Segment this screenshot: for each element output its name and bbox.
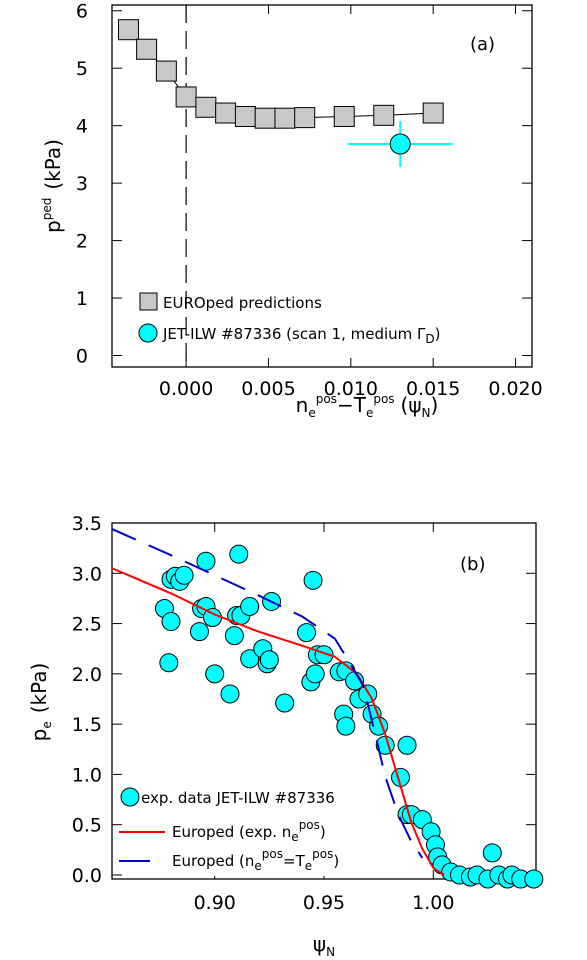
- legend-circle-marker-b: [120, 787, 140, 807]
- legend-b-3: Europed (nepos=Tepos): [172, 847, 339, 873]
- exp-data-point: [205, 664, 225, 684]
- panel-a-marks: [117, 19, 453, 168]
- panel-b-x-title: ψN: [313, 932, 335, 959]
- exp-data-point: [303, 570, 323, 590]
- prediction-marker: [333, 105, 355, 127]
- y-tick-label: 5: [76, 58, 88, 80]
- panel-a-legend: EUROped predictions JET-ILW #87336 (scan…: [138, 292, 441, 346]
- prediction-marker: [175, 86, 197, 108]
- prediction-marker: [234, 105, 256, 127]
- x-tick-label: 0.000: [159, 378, 213, 400]
- y-tick-label: 3.0: [72, 563, 102, 585]
- panel-b-y-ticks: 0.0 0.5 1.0 1.5 2.0 2.5 3.0 3.5: [72, 513, 536, 887]
- y-tick-label: 4: [76, 116, 88, 138]
- prediction-marker: [155, 60, 177, 82]
- y-tick-label: 2.0: [72, 664, 102, 686]
- panel-a-x-ticks: 0.000 0.005 0.010 0.015 0.020: [159, 5, 543, 400]
- exp-data-point: [220, 684, 240, 704]
- panel-b-legend: exp. data JET-ILW #87336 Europed (exp. n…: [119, 787, 350, 876]
- y-tick-label: 2.5: [72, 614, 102, 636]
- y-tick-label: 1: [76, 288, 88, 310]
- panel-a-y-title: pped(kPa): [40, 139, 65, 233]
- prediction-marker: [274, 107, 296, 129]
- exp-data-point: [305, 664, 325, 684]
- exp-data-point: [397, 735, 417, 755]
- prediction-marker: [117, 19, 139, 41]
- legend-b-1: exp. data JET-ILW #87336: [141, 789, 335, 807]
- y-tick-label: 0: [76, 346, 88, 368]
- legend-circle-marker-a: [138, 323, 158, 343]
- legend-a-1: EUROped predictions: [163, 294, 322, 312]
- panel-a-frame: [111, 4, 533, 368]
- y-tick-label: 0.5: [72, 815, 102, 837]
- experiment-marker: [389, 133, 411, 155]
- panel-a-label: (a): [470, 34, 495, 55]
- y-tick-label: 2: [76, 231, 88, 253]
- exp-data-point: [224, 626, 244, 646]
- exp-data-point: [189, 622, 209, 642]
- legend-b-background: [122, 792, 350, 876]
- x-tick-label: 0.020: [488, 378, 542, 400]
- prediction-marker: [422, 102, 444, 124]
- exp-data-point: [259, 650, 279, 670]
- y-tick-label: 6: [76, 1, 88, 23]
- prediction-marker: [215, 102, 237, 124]
- legend-b-2: Europed (exp. nepos): [172, 818, 326, 844]
- x-tick-label: 0.005: [241, 378, 295, 400]
- panel-b-label: (b): [460, 554, 485, 575]
- exp-data-point: [314, 645, 334, 665]
- x-tick-label: 0.90: [194, 892, 236, 914]
- y-tick-label: 1.5: [72, 714, 102, 736]
- exp-data-point: [524, 869, 544, 889]
- exp-data-point: [275, 693, 295, 713]
- legend-a-2: JET-ILW #87336 (scan 1, medium ΓD): [162, 325, 441, 346]
- y-tick-label: 0.0: [72, 865, 102, 887]
- x-tick-label: 0.015: [406, 378, 460, 400]
- panel-b-marks: [154, 544, 544, 889]
- prediction-marker: [136, 38, 158, 60]
- prediction-marker: [254, 107, 276, 129]
- panel-b: 0.90 0.95 1.00 0.0 0.5 1.0 1.5 2.0 2.5 3.0 3.5 (b…: [27, 513, 544, 959]
- exp-data-point: [240, 649, 260, 669]
- y-tick-label: 3: [76, 173, 88, 195]
- x-tick-label: 0.010: [324, 378, 378, 400]
- exp-data-point: [161, 612, 181, 632]
- exp-data-point: [159, 653, 179, 673]
- legend-square-marker: [139, 292, 158, 311]
- y-tick-label: 1.0: [72, 764, 102, 786]
- panel-b-x-ticks: 0.90 0.95 1.00: [194, 523, 454, 914]
- panel-b-y-title: pe(kPa): [27, 663, 54, 742]
- exp-data-point: [240, 596, 260, 616]
- panel-a-y-ticks: 0 1 2 3 4 5 6: [76, 1, 532, 368]
- exp-data-point: [482, 843, 502, 863]
- exp-data-point: [336, 716, 356, 736]
- exp-data-point: [297, 623, 317, 643]
- y-tick-label: 3.5: [72, 513, 102, 535]
- prediction-marker: [195, 96, 217, 118]
- x-tick-label: 1.00: [412, 892, 454, 914]
- prediction-marker: [294, 107, 316, 129]
- exp-data-point: [174, 565, 194, 585]
- panel-a-x-title: nepos−Tepos (ψN): [296, 392, 439, 420]
- prediction-marker: [373, 104, 395, 126]
- exp-data-point: [229, 544, 249, 564]
- x-tick-label: 0.95: [303, 892, 345, 914]
- exp-data-point: [358, 684, 378, 704]
- panel-a: 0.000 0.005 0.010 0.015 0.020 0 1 2 3 4 5 6 (a) EU…: [40, 1, 543, 420]
